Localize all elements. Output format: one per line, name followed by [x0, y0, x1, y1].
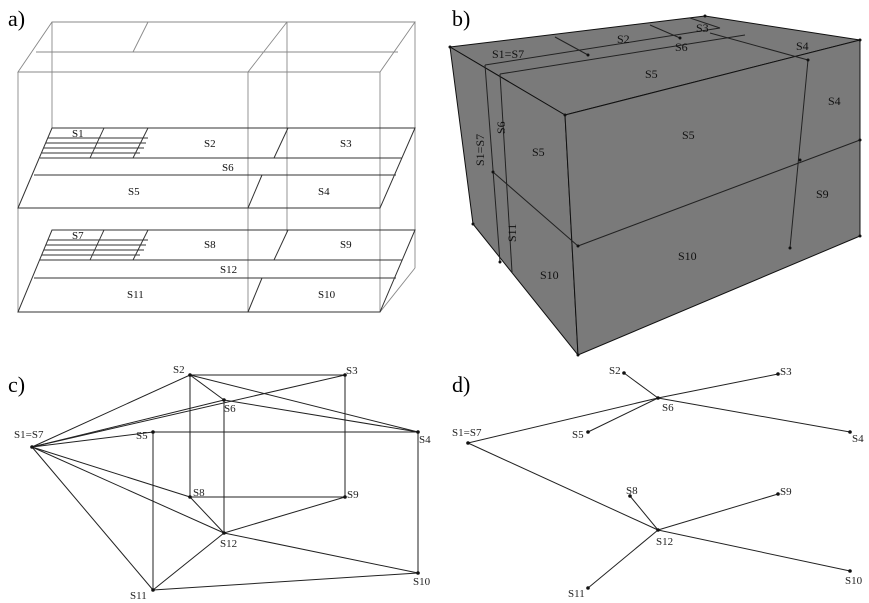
panel-b-label-s2: S2 — [617, 32, 630, 46]
panel-b-label-s4-top: S4 — [796, 39, 809, 53]
panel-b-letter: b) — [452, 6, 470, 31]
panel-b: b) — [448, 6, 862, 357]
panel-b-label-s3: S3 — [696, 21, 709, 35]
panel-d-node-s4: S4 — [852, 433, 864, 445]
panel-b-label-s5-side: S5 — [532, 145, 545, 159]
panel-b-label-s10-side: S10 — [540, 268, 559, 282]
panel-c: c) — [8, 364, 431, 602]
panel-b-vertices — [448, 14, 862, 357]
panel-b-solid — [448, 15, 861, 357]
panel-c-node-s1s7: S1=S7 — [14, 429, 44, 441]
panel-d-node-s5: S5 — [572, 429, 584, 441]
panel-a-lower-slab — [17, 229, 416, 313]
panel-d-node-s8: S8 — [626, 485, 638, 497]
panel-a-label-s5: S5 — [128, 186, 140, 198]
panel-c-letter: c) — [8, 372, 25, 397]
panel-a-label-s10: S10 — [318, 289, 336, 301]
panel-d-node-s6: S6 — [662, 402, 674, 414]
panel-b-label-s1s7-side: S1=S7 — [473, 134, 487, 166]
panel-a-hatch-s1 — [42, 127, 148, 159]
panel-c-node-s11: S11 — [130, 590, 147, 602]
panel-c-node-s8: S8 — [193, 487, 205, 499]
panel-a-label-s1: S1 — [72, 128, 84, 140]
panel-d-node-s11: S11 — [568, 588, 585, 600]
panel-a-label-s8: S8 — [204, 239, 216, 251]
panel-c-edges — [31, 374, 419, 591]
panel-c-node-s6: S6 — [224, 403, 236, 415]
panel-a-label-s12: S12 — [220, 264, 237, 276]
panel-a: a) — [8, 6, 416, 313]
panel-a-hatch-s7 — [42, 229, 148, 261]
panel-b-edges — [484, 17, 861, 273]
panel-c-node-s10: S10 — [413, 576, 431, 588]
panel-d-node-s9: S9 — [780, 486, 792, 498]
panel-a-label-s3: S3 — [340, 138, 352, 150]
panel-a-label-s9: S9 — [340, 239, 352, 251]
panel-c-node-s2: S2 — [173, 364, 185, 376]
panel-a-label-s4: S4 — [318, 186, 330, 198]
panel-b-label-s5-front: S5 — [682, 128, 695, 142]
panel-d-node-s2: S2 — [609, 365, 621, 377]
panel-b-label-s10-front: S10 — [678, 249, 697, 263]
panel-a-upper-slab — [17, 127, 416, 209]
panel-a-label-s11: S11 — [127, 289, 144, 301]
panel-c-node-s9: S9 — [347, 489, 359, 501]
panel-c-node-s4: S4 — [419, 434, 431, 446]
panel-b-label-s6-top: S6 — [675, 40, 688, 54]
panel-b-label-s5-top: S5 — [645, 67, 658, 81]
panel-d-node-dots — [466, 371, 852, 590]
panel-b-label-s11: S11 — [505, 224, 519, 242]
panel-a-label-s2: S2 — [204, 138, 216, 150]
panel-a-box-wireframe — [17, 21, 416, 313]
panel-d-node-s12: S12 — [656, 536, 673, 548]
panel-b-label-s1s7-top: S1=S7 — [492, 47, 524, 61]
panel-c-node-dots — [30, 373, 420, 592]
panel-a-letter: a) — [8, 6, 25, 31]
panel-b-label-s9: S9 — [816, 187, 829, 201]
panel-d-node-s1s7: S1=S7 — [452, 427, 482, 439]
panel-c-node-s12: S12 — [220, 538, 237, 550]
panel-d-node-s3: S3 — [780, 366, 792, 378]
panel-d: d) S2 S3 S1=S7 — [452, 365, 864, 600]
panel-d-letter: d) — [452, 372, 470, 397]
panel-a-label-s6: S6 — [222, 162, 234, 174]
panel-d-edges — [467, 372, 851, 589]
panel-c-node-s3: S3 — [346, 365, 358, 377]
panel-a-label-s7: S7 — [72, 230, 84, 242]
panel-c-node-s5: S5 — [136, 430, 148, 442]
panel-d-node-s10: S10 — [845, 575, 863, 587]
panel-b-label-s4-right: S4 — [828, 94, 841, 108]
panel-b-label-s6-side: S6 — [494, 121, 508, 134]
